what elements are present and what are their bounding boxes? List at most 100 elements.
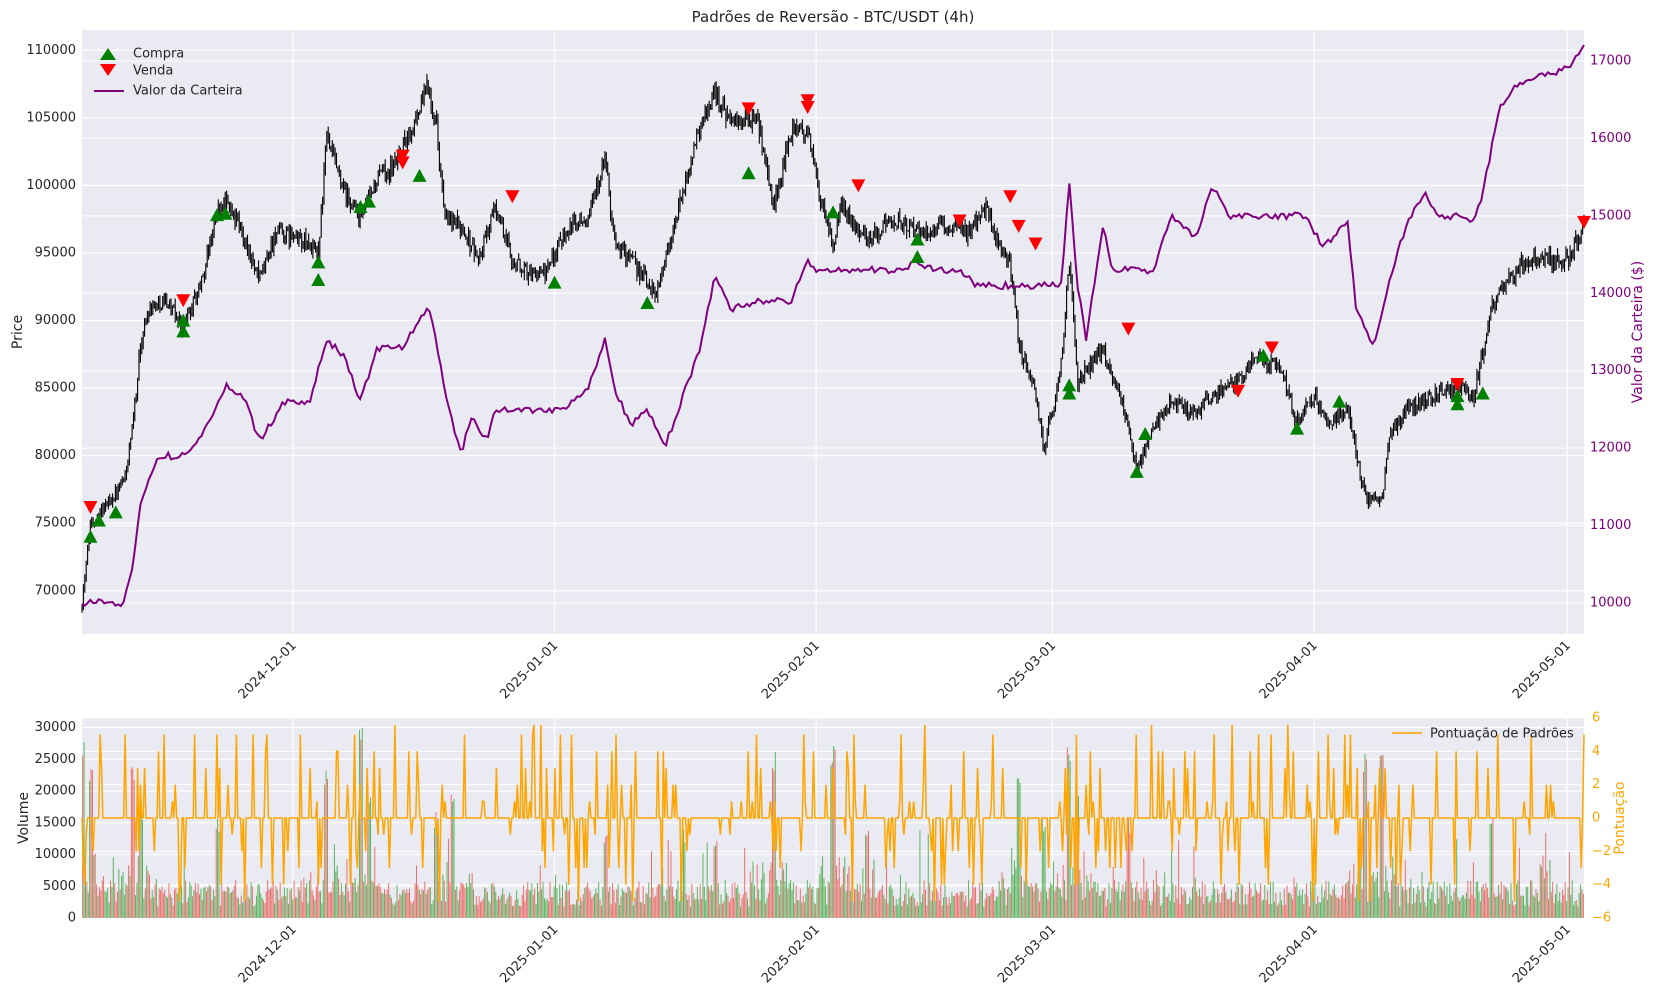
- buy-marker-7: [311, 272, 326, 286]
- legend-sell-label: Venda: [133, 64, 173, 79]
- price-panel: Padrões de Reversão - BTC/USDT (4h) Pric…: [10, 8, 1646, 702]
- portfolio-y-axis-label: Valor da Carteira ($): [1630, 261, 1646, 403]
- portfolio-value-line: [81, 44, 1585, 608]
- sell-marker-0: [83, 500, 98, 514]
- volume-y-tick-label-6: 30000: [35, 720, 76, 735]
- volume-x-tick-label-1: 2025-01-01: [497, 922, 561, 986]
- volume-y-ticks: 0 5000 10000 15000 20000 25000 30000: [35, 720, 76, 925]
- legend-sell-marker-icon: [100, 64, 116, 76]
- price-x-tick-label-5: 2025-05-01: [1510, 638, 1574, 702]
- portfolio-y-tick-label-6: 16000: [1590, 131, 1631, 146]
- price-y-tick-label-1: 75000: [35, 516, 76, 531]
- price-y-tick-label-0: 70000: [35, 583, 76, 598]
- sell-marker-16: [1450, 378, 1465, 392]
- legend-buy-label: Compra: [133, 47, 184, 62]
- score-y-tick-label-0: −6: [1592, 911, 1611, 926]
- sell-marker-4: [505, 190, 520, 204]
- buy-marker-17: [910, 232, 925, 246]
- portfolio-y-ticks: 10000 11000 12000 13000 14000 15000 16000 17000: [1590, 53, 1631, 610]
- price-y-tick-label-3: 85000: [35, 381, 76, 396]
- legend-portfolio-label: Valor da Carteira: [133, 84, 243, 99]
- sell-marker-13: [1121, 322, 1136, 336]
- buy-marker-14: [741, 166, 756, 180]
- price-x-tick-label-3: 2025-03-01: [995, 638, 1059, 702]
- buy-marker-20: [1129, 464, 1144, 478]
- buy-marker-3: [176, 324, 191, 338]
- buy-marker-27: [1475, 386, 1490, 400]
- sell-marker-11: [1011, 219, 1026, 233]
- volume-x-tick-label-0: 2024-12-01: [236, 922, 300, 986]
- score-y-ticks: −6 −4 −2 0 2 4 6: [1592, 711, 1611, 926]
- sell-marker-8: [851, 179, 866, 193]
- sell-marker-14: [1231, 384, 1246, 398]
- volume-x-tick-label-2: 2025-02-01: [759, 922, 823, 986]
- score-y-tick-label-4: 2: [1592, 777, 1600, 792]
- price-x-tick-label-4: 2025-04-01: [1257, 638, 1321, 702]
- sell-marker-17: [1577, 215, 1591, 229]
- volume-y-tick-label-1: 5000: [43, 879, 76, 894]
- price-x-tick-label-0: 2024-12-01: [236, 638, 300, 702]
- buy-marker-15: [826, 205, 840, 219]
- volume-y-tick-label-4: 20000: [35, 784, 76, 799]
- portfolio-y-tick-label-3: 13000: [1590, 363, 1631, 378]
- volume-x-tick-label-4: 2025-04-01: [1257, 922, 1321, 986]
- buy-marker-10: [361, 194, 376, 208]
- volume-panel: Volume Pontuação 0 5000 10000 15000 20000 250…: [16, 711, 1628, 987]
- legend-buy-marker-icon: [100, 48, 116, 60]
- sell-marker-2: [395, 156, 410, 170]
- price-legend: Compra Venda Valor da Carteira: [94, 47, 243, 99]
- price-x-ticks: 2024-12-01 2025-01-01 2025-02-01 2025-03-01…: [236, 638, 1574, 702]
- buy-marker-24: [1332, 394, 1347, 408]
- price-y-tick-label-7: 105000: [26, 110, 76, 125]
- buy-marker-2: [108, 505, 123, 519]
- sell-marker-5: [741, 102, 756, 116]
- volume-x-ticks: 2024-12-01 2025-01-01 2025-02-01 2025-03-01…: [236, 922, 1574, 986]
- price-y-ticks: 70000 75000 80000 85000 90000 95000 100000 1050…: [26, 43, 76, 598]
- buy-marker-8: [311, 255, 326, 269]
- volume-y-tick-label-5: 25000: [35, 752, 76, 767]
- price-x-tick-label-2: 2025-02-01: [759, 638, 823, 702]
- portfolio-y-tick-label-7: 17000: [1590, 53, 1631, 68]
- sell-marker-1: [176, 294, 191, 308]
- sell-marker-15: [1264, 341, 1279, 355]
- buy-marker-11: [412, 168, 427, 182]
- buy-marker-22: [1256, 348, 1271, 362]
- price-chart-title: Padrões de Reversão - BTC/USDT (4h): [692, 8, 975, 26]
- portfolio-y-tick-label-2: 12000: [1590, 441, 1631, 456]
- price-series-group: [81, 44, 1591, 613]
- buy-marker-19: [1062, 378, 1077, 392]
- volume-y-tick-label-3: 15000: [35, 815, 76, 830]
- volume-y-axis-label: Volume: [16, 792, 32, 844]
- buy-marker-1: [91, 513, 106, 527]
- sell-marker-7: [800, 101, 815, 115]
- volume-x-tick-label-3: 2025-03-01: [995, 922, 1059, 986]
- buy-marker-4: [176, 313, 191, 327]
- price-y-axis-label: Price: [10, 315, 26, 349]
- portfolio-y-tick-label-4: 14000: [1590, 286, 1631, 301]
- price-y-tick-label-8: 110000: [26, 43, 76, 58]
- portfolio-y-tick-label-5: 15000: [1590, 208, 1631, 223]
- sell-marker-3: [395, 149, 410, 163]
- buy-marker-12: [547, 275, 562, 289]
- price-y-tick-label-6: 100000: [26, 178, 76, 193]
- price-y-tick-label-5: 95000: [35, 245, 76, 260]
- buy-marker-18: [1062, 386, 1077, 400]
- volume-legend: Pontuação de Padrões: [1392, 727, 1574, 742]
- price-y-tick-label-4: 90000: [35, 313, 76, 328]
- legend-score-label: Pontuação de Padrões: [1430, 727, 1574, 742]
- sell-marker-9: [952, 214, 967, 228]
- buy-marker-16: [910, 250, 925, 264]
- price-x-tick-label-1: 2025-01-01: [497, 638, 561, 702]
- buy-marker-13: [640, 295, 655, 309]
- score-y-tick-label-2: −2: [1592, 844, 1611, 859]
- buy-marker-25: [1450, 397, 1465, 411]
- portfolio-y-tick-label-0: 10000: [1590, 596, 1631, 611]
- volume-x-tick-label-5: 2025-05-01: [1510, 922, 1574, 986]
- score-y-tick-label-3: 0: [1592, 811, 1600, 826]
- buy-marker-6: [218, 206, 233, 220]
- sell-marker-12: [1028, 237, 1043, 251]
- price-plot-area: [82, 30, 1584, 634]
- price-series-line: [81, 73, 1585, 613]
- score-y-tick-label-1: −4: [1592, 877, 1611, 892]
